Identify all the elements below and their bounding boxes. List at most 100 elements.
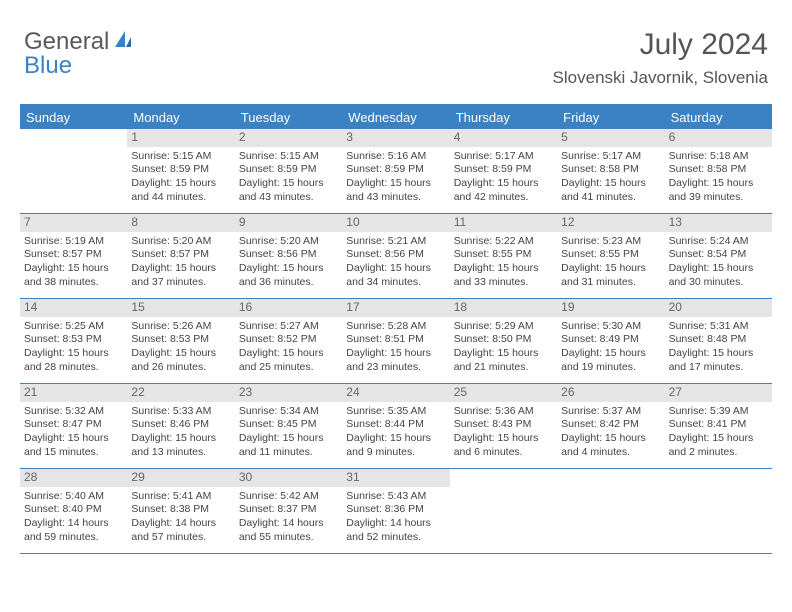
logo-text-blue: Blue xyxy=(24,52,72,80)
day-number: 17 xyxy=(342,299,449,317)
day-info-line: Daylight: 15 hours and 41 minutes. xyxy=(561,177,660,204)
day-number: 14 xyxy=(20,299,127,317)
day-content: Sunrise: 5:29 AMSunset: 8:50 PMDaylight:… xyxy=(454,320,553,375)
day-cell xyxy=(20,129,127,213)
day-number: 29 xyxy=(127,469,234,487)
day-cell: 29Sunrise: 5:41 AMSunset: 8:38 PMDayligh… xyxy=(127,469,234,553)
day-content: Sunrise: 5:25 AMSunset: 8:53 PMDaylight:… xyxy=(24,320,123,375)
day-info-line: Sunset: 8:40 PM xyxy=(24,503,123,517)
day-number: 19 xyxy=(557,299,664,317)
day-of-week-cell: Saturday xyxy=(665,106,772,129)
day-content: Sunrise: 5:31 AMSunset: 8:48 PMDaylight:… xyxy=(669,320,768,375)
day-info-line: Sunrise: 5:35 AM xyxy=(346,405,445,419)
day-info-line: Sunrise: 5:33 AM xyxy=(131,405,230,419)
day-of-week-cell: Thursday xyxy=(450,106,557,129)
day-info-line: Sunrise: 5:25 AM xyxy=(24,320,123,334)
day-info-line: Sunrise: 5:19 AM xyxy=(24,235,123,249)
day-cell: 20Sunrise: 5:31 AMSunset: 8:48 PMDayligh… xyxy=(665,299,772,383)
day-content: Sunrise: 5:15 AMSunset: 8:59 PMDaylight:… xyxy=(131,150,230,205)
day-number: 31 xyxy=(342,469,449,487)
day-content: Sunrise: 5:27 AMSunset: 8:52 PMDaylight:… xyxy=(239,320,338,375)
day-cell: 24Sunrise: 5:35 AMSunset: 8:44 PMDayligh… xyxy=(342,384,449,468)
day-info-line: Sunset: 8:58 PM xyxy=(669,163,768,177)
day-number: 30 xyxy=(235,469,342,487)
day-info-line: Sunrise: 5:30 AM xyxy=(561,320,660,334)
day-info-line: Sunrise: 5:31 AM xyxy=(669,320,768,334)
day-content: Sunrise: 5:28 AMSunset: 8:51 PMDaylight:… xyxy=(346,320,445,375)
day-info-line: Sunrise: 5:20 AM xyxy=(131,235,230,249)
day-number: 2 xyxy=(235,129,342,147)
day-of-week-row: SundayMondayTuesdayWednesdayThursdayFrid… xyxy=(20,106,772,129)
day-number: 3 xyxy=(342,129,449,147)
day-info-line: Sunset: 8:50 PM xyxy=(454,333,553,347)
day-info-line: Sunset: 8:58 PM xyxy=(561,163,660,177)
day-content: Sunrise: 5:18 AMSunset: 8:58 PMDaylight:… xyxy=(669,150,768,205)
day-info-line: Daylight: 15 hours and 9 minutes. xyxy=(346,432,445,459)
day-info-line: Sunset: 8:43 PM xyxy=(454,418,553,432)
day-number: 26 xyxy=(557,384,664,402)
day-cell: 13Sunrise: 5:24 AMSunset: 8:54 PMDayligh… xyxy=(665,214,772,298)
title-block: July 2024 Slovenski Javornik, Slovenia xyxy=(553,28,768,88)
day-info-line: Sunset: 8:47 PM xyxy=(24,418,123,432)
day-cell: 14 Sunrise: 5:25 AMSunset: 8:53 PMDayligh… xyxy=(20,299,127,383)
day-content: Sunrise: 5:17 AMSunset: 8:59 PMDaylight:… xyxy=(454,150,553,205)
day-content: Sunrise: 5:36 AMSunset: 8:43 PMDaylight:… xyxy=(454,405,553,460)
day-cell: 18Sunrise: 5:29 AMSunset: 8:50 PMDayligh… xyxy=(450,299,557,383)
day-cell: 12Sunrise: 5:23 AMSunset: 8:55 PMDayligh… xyxy=(557,214,664,298)
day-info-line: Daylight: 15 hours and 33 minutes. xyxy=(454,262,553,289)
day-info-line: Sunrise: 5:21 AM xyxy=(346,235,445,249)
day-cell: 31Sunrise: 5:43 AMSunset: 8:36 PMDayligh… xyxy=(342,469,449,553)
day-number: 13 xyxy=(665,214,772,232)
day-info-line: Sunrise: 5:26 AM xyxy=(131,320,230,334)
day-cell xyxy=(557,469,664,553)
day-info-line: Sunset: 8:53 PM xyxy=(131,333,230,347)
day-info-line: Daylight: 15 hours and 23 minutes. xyxy=(346,347,445,374)
day-content: Sunrise: 5:37 AMSunset: 8:42 PMDaylight:… xyxy=(561,405,660,460)
day-cell: 30 Sunrise: 5:42 AMSunset: 8:37 PMDayligh… xyxy=(235,469,342,553)
day-number: 23 xyxy=(235,384,342,402)
day-cell: 8Sunrise: 5:20 AMSunset: 8:57 PMDaylight… xyxy=(127,214,234,298)
day-info-line: Sunrise: 5:17 AM xyxy=(454,150,553,164)
day-info-line: Sunrise: 5:24 AM xyxy=(669,235,768,249)
day-cell: 21Sunrise: 5:32 AMSunset: 8:47 PMDayligh… xyxy=(20,384,127,468)
day-info-line: Sunrise: 5:22 AM xyxy=(454,235,553,249)
day-info-line: Sunset: 8:56 PM xyxy=(346,248,445,262)
day-info-line: Sunset: 8:44 PM xyxy=(346,418,445,432)
day-info-line: Sunrise: 5:34 AM xyxy=(239,405,338,419)
day-cell: 7Sunrise: 5:19 AMSunset: 8:57 PMDaylight… xyxy=(20,214,127,298)
day-info-line: Daylight: 15 hours and 25 minutes. xyxy=(239,347,338,374)
day-info-line: Daylight: 14 hours and 55 minutes. xyxy=(239,517,338,544)
day-of-week-cell: Sunday xyxy=(20,106,127,129)
day-content: Sunrise: 5:40 AMSunset: 8:40 PMDaylight:… xyxy=(24,490,123,545)
day-content: Sunrise: 5:39 AMSunset: 8:41 PMDaylight:… xyxy=(669,405,768,460)
day-number: 11 xyxy=(450,214,557,232)
day-cell: 19Sunrise: 5:30 AMSunset: 8:49 PMDayligh… xyxy=(557,299,664,383)
day-number: 9 xyxy=(235,214,342,232)
day-info-line: Sunrise: 5:42 AM xyxy=(239,490,338,504)
day-info-line: Sunset: 8:45 PM xyxy=(239,418,338,432)
header: General July 2024 Slovenski Javornik, Sl… xyxy=(0,0,792,92)
day-info-line: Sunset: 8:54 PM xyxy=(669,248,768,262)
day-info-line: Daylight: 15 hours and 4 minutes. xyxy=(561,432,660,459)
day-content: Sunrise: 5:21 AMSunset: 8:56 PMDaylight:… xyxy=(346,235,445,290)
day-content: Sunrise: 5:20 AMSunset: 8:56 PMDaylight:… xyxy=(239,235,338,290)
day-info-line: Sunrise: 5:16 AM xyxy=(346,150,445,164)
day-info-line: Sunset: 8:51 PM xyxy=(346,333,445,347)
day-cell: 25Sunrise: 5:36 AMSunset: 8:43 PMDayligh… xyxy=(450,384,557,468)
page-title: July 2024 xyxy=(553,28,768,62)
day-of-week-cell: Friday xyxy=(557,106,664,129)
day-cell: 5Sunrise: 5:17 AMSunset: 8:58 PMDaylight… xyxy=(557,129,664,213)
day-info-line: Sunrise: 5:20 AM xyxy=(239,235,338,249)
day-info-line: Sunset: 8:37 PM xyxy=(239,503,338,517)
day-cell: 16Sunrise: 5:27 AMSunset: 8:52 PMDayligh… xyxy=(235,299,342,383)
day-number: 1 xyxy=(127,129,234,147)
day-content: Sunrise: 5:33 AMSunset: 8:46 PMDaylight:… xyxy=(131,405,230,460)
day-content: Sunrise: 5:15 AMSunset: 8:59 PMDaylight:… xyxy=(239,150,338,205)
day-info-line: Sunset: 8:55 PM xyxy=(561,248,660,262)
day-content: Sunrise: 5:17 AMSunset: 8:58 PMDaylight:… xyxy=(561,150,660,205)
day-info-line: Daylight: 14 hours and 57 minutes. xyxy=(131,517,230,544)
day-info-line: Sunrise: 5:17 AM xyxy=(561,150,660,164)
day-info-line: Daylight: 14 hours and 59 minutes. xyxy=(24,517,123,544)
day-info-line: Daylight: 15 hours and 31 minutes. xyxy=(561,262,660,289)
day-cell: 1 Sunrise: 5:15 AMSunset: 8:59 PMDaylight… xyxy=(127,129,234,213)
